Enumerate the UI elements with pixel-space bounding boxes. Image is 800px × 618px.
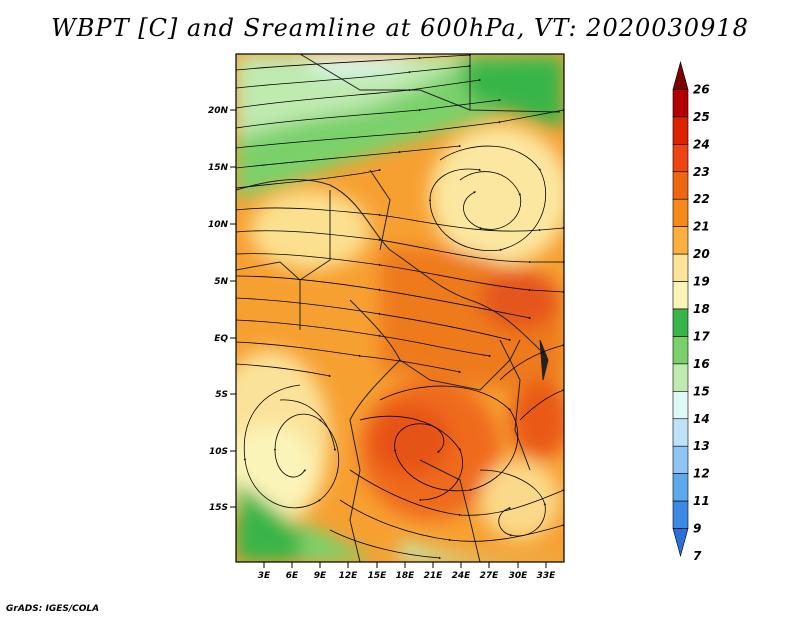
grads-credit: GrADS: IGES/COLA	[6, 604, 100, 614]
colorbar-swatch	[672, 144, 689, 173]
lon-label: 3E	[258, 571, 271, 581]
colorbar-label: 14	[693, 412, 710, 426]
colorbar-label: 9	[693, 522, 701, 536]
lat-label: 5S	[215, 390, 228, 400]
colorbar-swatch	[672, 336, 689, 365]
lon-label: 6E	[286, 571, 299, 581]
colorbar-swatch	[672, 418, 689, 447]
lon-label: 18E	[396, 571, 416, 581]
colorbar-label: 16	[693, 357, 710, 371]
lon-label: 27E	[480, 571, 500, 581]
lon-label: 15E	[368, 571, 388, 581]
colorbar-label: 19	[693, 275, 710, 289]
colorbar-label: 18	[693, 302, 710, 316]
lon-label: 9E	[314, 571, 327, 581]
colorbar-label: 20	[693, 247, 710, 261]
colorbar-label: 11	[693, 494, 710, 508]
colorbar-label: 7	[693, 549, 702, 563]
colorbar-swatch	[672, 116, 689, 145]
colorbar-swatch	[672, 391, 689, 420]
colorbar-label: 17	[693, 329, 710, 343]
lat-label: 20N	[208, 106, 229, 116]
colorbar-label: 21	[693, 220, 710, 234]
colorbar-label: 13	[693, 439, 710, 453]
colorbar-swatch	[672, 445, 689, 474]
lon-label: 12E	[339, 571, 359, 581]
colorbar-label: 12	[693, 467, 710, 481]
colorbar-swatch	[672, 60, 689, 90]
map-frame	[235, 53, 565, 563]
chart-title: WBPT [C] and Sreamline at 600hPa, VT: 20…	[51, 14, 749, 42]
colorbar-swatch	[672, 281, 689, 310]
lat-label: 15S	[209, 503, 228, 513]
colorbar-label: 24	[693, 137, 710, 151]
colorbar-label: 22	[693, 192, 710, 206]
lon-label: 33E	[537, 571, 557, 581]
colorbar-swatch	[672, 89, 689, 118]
lon-label: 30E	[509, 571, 529, 581]
wbpt-field	[236, 54, 564, 562]
colorbar-label: 23	[693, 165, 710, 179]
colorbar-swatch	[672, 308, 689, 337]
lat-label: 10N	[208, 220, 229, 230]
lat-label: 5N	[214, 277, 228, 287]
colorbar-label: 26	[693, 82, 710, 96]
colorbar: 26 25 24 23 22 21 20 19 18 17 16 15 14 13 12 11 9 7	[672, 60, 710, 563]
lat-label: 10S	[209, 447, 228, 457]
colorbar-swatch	[672, 363, 689, 392]
colorbar-label: 15	[693, 384, 710, 398]
latitude-axis: 20N 15N 10N 5N EQ 5S 10S 15S	[208, 106, 236, 513]
colorbar-swatch	[672, 473, 689, 502]
colorbar-swatch	[672, 253, 689, 282]
colorbar-swatch	[672, 528, 689, 558]
longitude-axis: 3E 6E 9E 12E 15E 18E 21E 24E 27E 30E 33E	[258, 562, 556, 581]
colorbar-swatch	[672, 171, 689, 200]
colorbar-swatch	[672, 500, 689, 529]
lon-label: 21E	[424, 571, 444, 581]
lat-label: EQ	[214, 334, 228, 344]
lat-label: 15N	[208, 163, 229, 173]
colorbar-label: 25	[693, 110, 710, 124]
lon-label: 24E	[452, 571, 472, 581]
colorbar-swatch	[672, 226, 689, 255]
streamlines	[236, 54, 564, 560]
colorbar-swatch	[672, 198, 689, 227]
